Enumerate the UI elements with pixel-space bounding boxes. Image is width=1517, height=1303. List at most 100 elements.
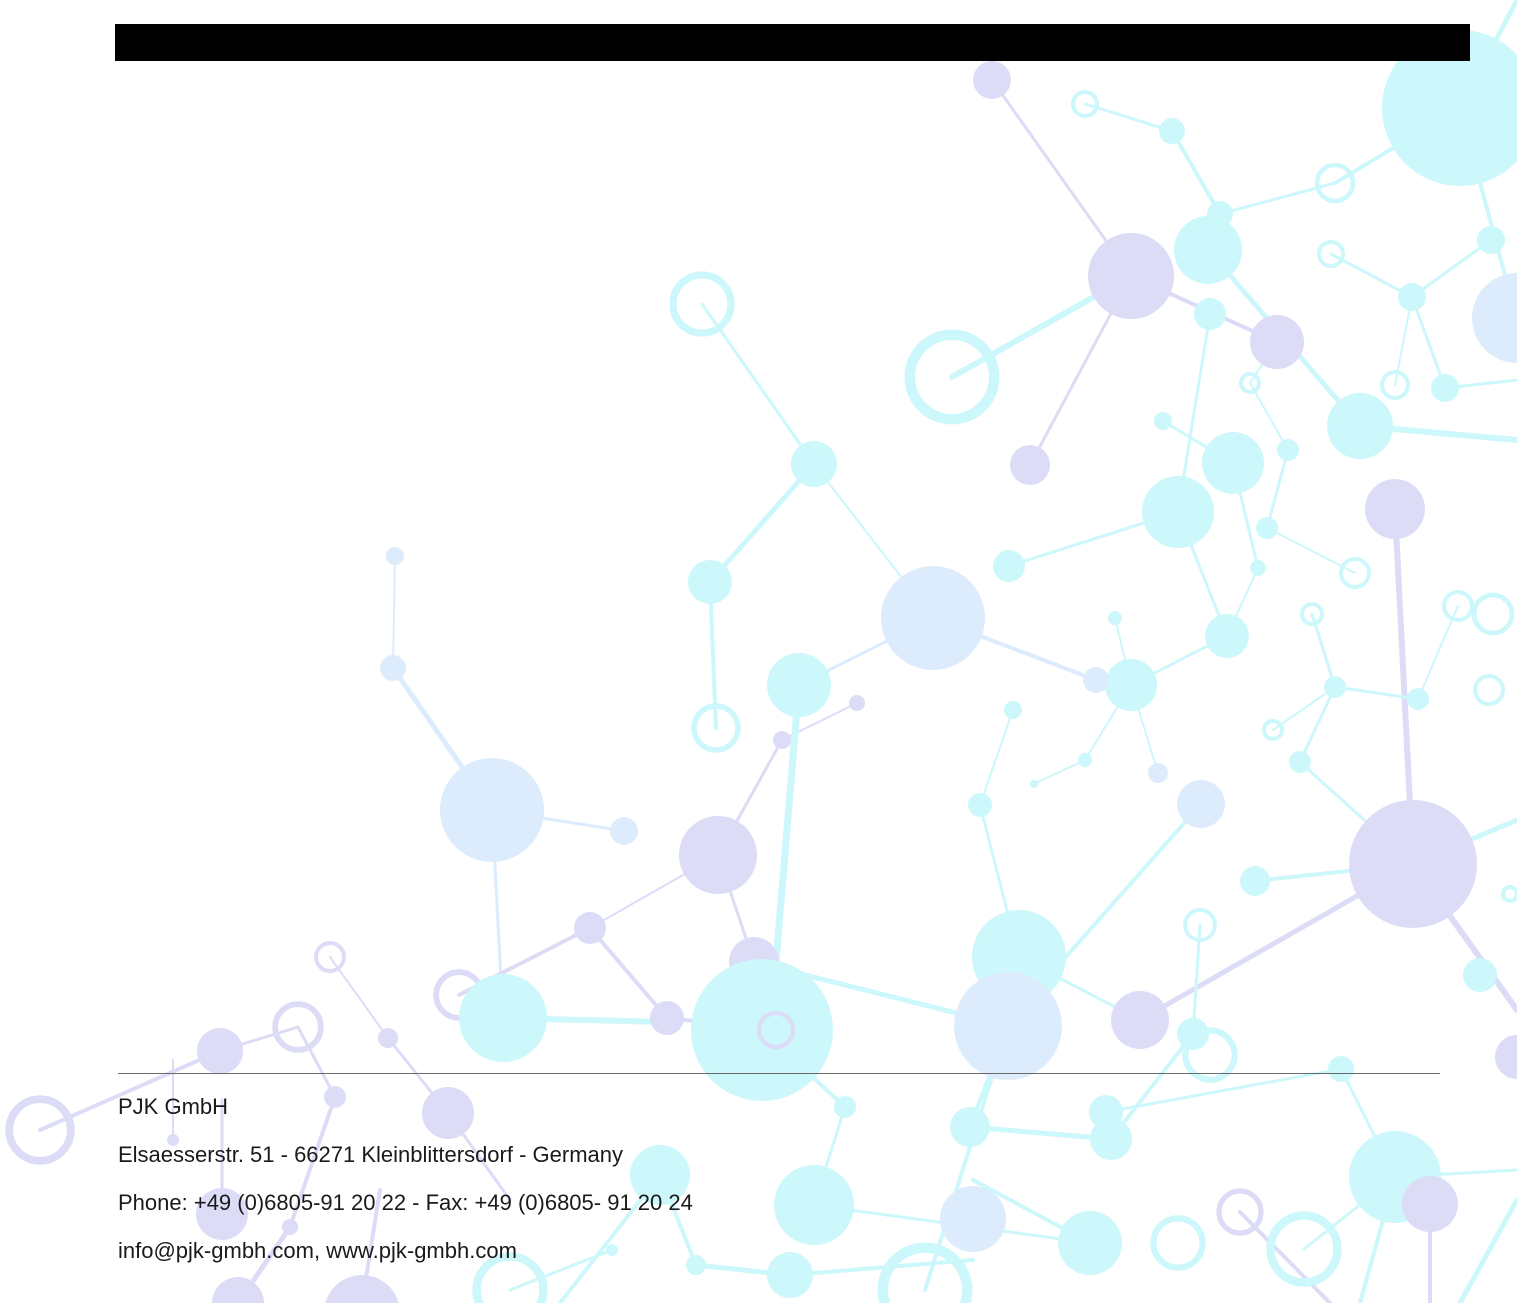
molecule-bond <box>1191 923 1202 1036</box>
molecule-ring <box>756 1010 796 1050</box>
molecule-atom <box>1174 216 1242 284</box>
molecule-ring <box>1266 1211 1342 1287</box>
molecule-bond <box>707 461 817 585</box>
molecule-atom <box>386 547 404 565</box>
molecule-atom <box>1108 611 1122 625</box>
molecule-atom <box>973 61 1011 99</box>
molecule-bond <box>329 956 389 1039</box>
molecule-ring <box>1317 240 1345 268</box>
footer-divider <box>118 1073 1440 1074</box>
molecule-atom <box>380 655 406 681</box>
molecule-atom <box>688 560 732 604</box>
molecule-bond <box>1266 527 1356 574</box>
molecule-ring <box>904 329 1000 425</box>
molecule-bond <box>288 1095 337 1229</box>
molecule-atom <box>1495 1035 1517 1079</box>
molecule-bond <box>392 555 396 669</box>
molecule-atom <box>1250 560 1266 576</box>
molecule-atom <box>1142 476 1214 548</box>
molecule-atom <box>1105 659 1157 711</box>
molecule-bond <box>1310 612 1337 689</box>
molecule-atom <box>1398 283 1426 311</box>
molecule-bond <box>1417 605 1459 700</box>
molecule-atom <box>282 1219 298 1235</box>
company-email-website: info@pjk-gmbh.com, www.pjk-gmbh.com <box>118 1238 517 1263</box>
molecule-atom <box>791 441 837 487</box>
molecule-atom <box>954 972 1062 1080</box>
molecule-atom <box>1431 374 1459 402</box>
molecule-atom <box>774 1165 854 1245</box>
molecule-atom <box>1194 298 1226 330</box>
molecule-atom <box>849 695 865 711</box>
molecule-atom <box>606 1244 618 1256</box>
molecule-atom <box>197 1028 243 1074</box>
molecule-atom <box>1088 233 1174 319</box>
molecule-atom <box>1472 273 1517 363</box>
molecule-bond <box>1109 1032 1195 1141</box>
molecule-bond <box>979 709 1014 806</box>
molecule-atom <box>773 731 791 749</box>
molecule-atom <box>1205 614 1249 658</box>
molecule-bond <box>1104 1067 1343 1114</box>
molecule-ring <box>1216 1188 1264 1236</box>
molecule-atom <box>1277 439 1299 461</box>
molecule-atom <box>574 912 606 944</box>
molecule-atom <box>1202 432 1264 494</box>
molecule-atom <box>1078 753 1092 767</box>
molecule-ring <box>1339 557 1371 589</box>
molecule-atom <box>1058 1211 1122 1275</box>
molecule-atom <box>691 959 833 1101</box>
molecule-bond <box>1265 448 1290 530</box>
company-phone-fax: Phone: +49 (0)6805-91 20 22 - Fax: +49 (… <box>118 1190 693 1215</box>
molecule-atom <box>650 1001 684 1035</box>
molecule-ring <box>314 941 346 973</box>
molecule-ring <box>1150 1215 1206 1271</box>
molecule-atom <box>196 1188 248 1240</box>
company-address: Elsaesserstr. 51 - 66271 Kleinblittersdo… <box>118 1142 624 1167</box>
molecule-atom <box>1324 676 1346 698</box>
molecule-atom <box>459 974 547 1062</box>
molecule-atom <box>422 1087 474 1139</box>
molecule-atom <box>940 1186 1006 1252</box>
molecule-atom <box>834 1096 856 1118</box>
molecule-atom <box>378 1028 398 1048</box>
molecule-bond <box>1329 252 1414 299</box>
molecule-ring <box>1071 90 1099 118</box>
molecule-atom <box>1250 315 1304 369</box>
molecule-bond <box>1410 295 1447 390</box>
molecule-bond <box>1333 685 1420 701</box>
molecule-atom <box>1289 751 1311 773</box>
molecule-atom <box>881 566 985 670</box>
molecule-ring <box>5 1095 75 1165</box>
molecule-atom <box>1148 763 1168 783</box>
molecule-atom <box>993 550 1025 582</box>
molecule-bond <box>1457 1197 1517 1303</box>
molecule-ring <box>272 1001 324 1053</box>
molecule-atom <box>1256 517 1278 539</box>
molecule-bond <box>1170 129 1222 216</box>
molecule-bond <box>1298 685 1337 764</box>
molecule-ring <box>1314 162 1356 204</box>
molecule-atom <box>325 1275 399 1303</box>
molecule-ring <box>1262 719 1284 741</box>
molecule-bond <box>296 1025 337 1099</box>
molecule-atom <box>767 653 831 717</box>
molecule-bond <box>788 1258 975 1277</box>
molecule-ring <box>691 703 741 753</box>
molecule-atom <box>212 1277 264 1303</box>
molecule-atom <box>1382 30 1517 186</box>
molecule-ring <box>1501 885 1517 903</box>
molecule-atom <box>1159 118 1185 144</box>
molecule-atom <box>610 817 638 845</box>
molecule-ring <box>669 271 735 337</box>
molecule-bond <box>1249 382 1289 451</box>
molecule-ring <box>1471 592 1515 636</box>
molecule-atom <box>324 1086 346 1108</box>
molecule-bond <box>1033 759 1086 785</box>
molecule-atom <box>1327 393 1393 459</box>
molecule-atom <box>968 793 992 817</box>
molecule-bond <box>588 926 669 1020</box>
molecule-atom <box>1463 958 1497 992</box>
molecule-atom <box>1477 226 1505 254</box>
